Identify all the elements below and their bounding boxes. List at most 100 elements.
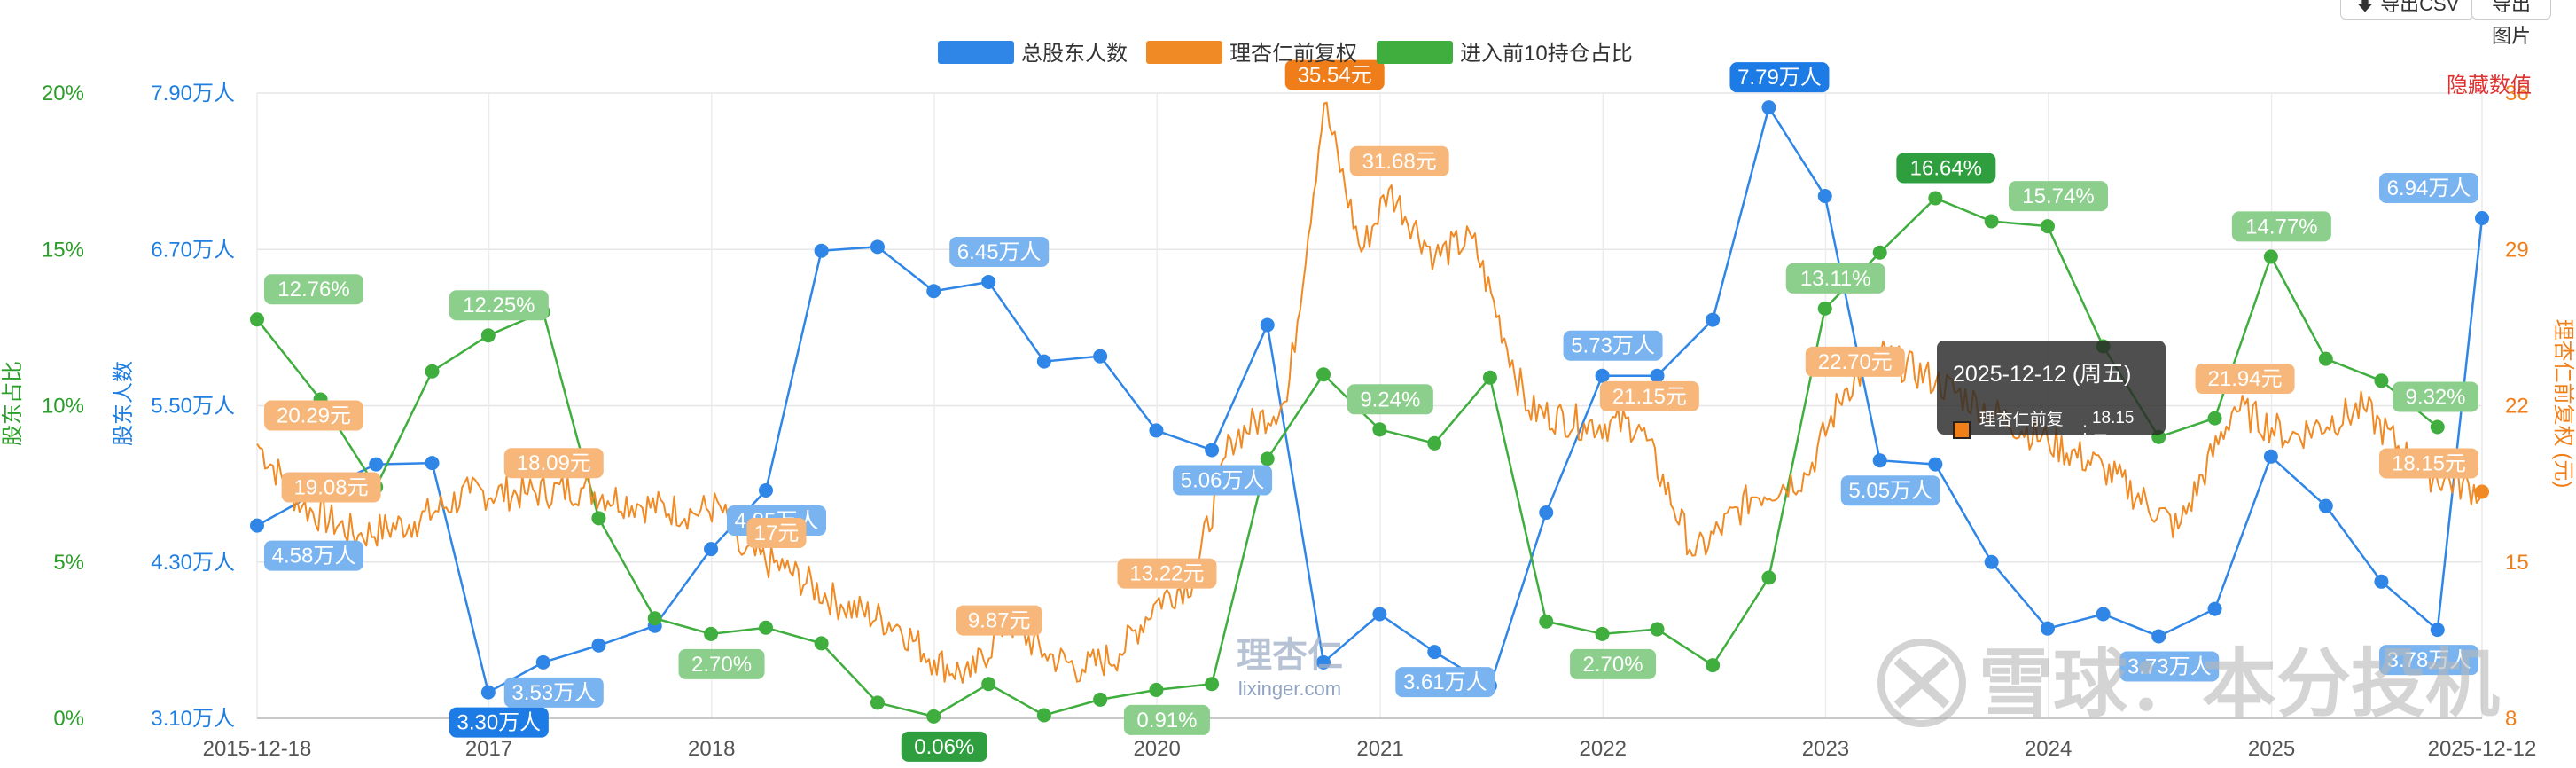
share-point bbox=[2207, 411, 2222, 426]
data-label-text: 21.15元 bbox=[1612, 385, 1687, 409]
hide-values-toggle[interactable]: 隐藏数值 bbox=[2447, 74, 2532, 98]
x-tick-label: 2023 bbox=[1802, 737, 1849, 761]
x-tick-label: 2015-12-18 bbox=[203, 737, 312, 761]
data-label-bg bbox=[1284, 59, 1385, 90]
legend-item[interactable]: 进入前10持仓占比 bbox=[1377, 41, 1633, 66]
data-label: 13.22元 bbox=[1117, 558, 1217, 589]
data-label: 35.54元 bbox=[1284, 59, 1385, 90]
platform-logo-mark bbox=[1893, 657, 1950, 709]
data-label-bg bbox=[503, 448, 604, 479]
data-label-text: 3.73万人 bbox=[2127, 654, 2212, 678]
share-point bbox=[1372, 422, 1387, 437]
holders-point bbox=[926, 284, 941, 299]
data-label-text: 5.06万人 bbox=[1181, 468, 1265, 492]
y-tick-share: 20% bbox=[42, 82, 84, 106]
x-tick-label: 2017 bbox=[465, 737, 512, 761]
data-label-text: 0.91% bbox=[1136, 709, 1197, 733]
share-point bbox=[758, 620, 773, 635]
data-label-bg bbox=[264, 540, 363, 571]
data-label-bg bbox=[949, 236, 1050, 267]
y-tick-share: 15% bbox=[42, 238, 84, 262]
share-point bbox=[2430, 419, 2445, 435]
holders-point bbox=[591, 638, 606, 653]
data-label: 3.61万人 bbox=[1395, 667, 1495, 698]
data-label-bg bbox=[2119, 651, 2220, 682]
data-label: 14.77% bbox=[2231, 211, 2331, 242]
y-tick-price: 36 bbox=[2505, 82, 2529, 106]
tooltip-swatch-icon bbox=[1953, 421, 1971, 439]
data-label: 20.29元 bbox=[264, 400, 363, 431]
y-tick-price: 8 bbox=[2505, 707, 2517, 731]
holders-point bbox=[1316, 654, 1331, 670]
data-label: 9.32% bbox=[2393, 381, 2478, 412]
data-label-bg bbox=[1349, 145, 1449, 176]
data-label-bg bbox=[1347, 384, 1433, 415]
price-end-point bbox=[2475, 484, 2489, 499]
tooltip-date: 2025-12-12 (周五) bbox=[1953, 362, 2132, 387]
data-label: 19.08元 bbox=[281, 472, 381, 503]
data-label-bg bbox=[2379, 173, 2478, 203]
data-label-text: 17元 bbox=[754, 521, 800, 545]
y-tick-share: 10% bbox=[42, 395, 84, 419]
data-label: 5.05万人 bbox=[1840, 475, 1940, 506]
share-point bbox=[647, 611, 662, 626]
data-label-layer: 4.58万人3.30万人3.53万人4.85万人6.45万人5.06万人3.61… bbox=[264, 59, 2478, 762]
holders-point bbox=[2430, 623, 2445, 638]
data-label-bg bbox=[1805, 346, 1905, 377]
y-tick-holders: 7.90万人 bbox=[151, 82, 235, 106]
holders-point bbox=[535, 654, 550, 670]
data-label-text: 14.77% bbox=[2245, 215, 2317, 239]
holders-point bbox=[2374, 574, 2389, 589]
share-point bbox=[1427, 435, 1442, 451]
tooltip-series-label: 理杏仁前复权 bbox=[1979, 411, 2064, 453]
holders-point bbox=[1149, 423, 1164, 438]
holders-point bbox=[1205, 443, 1220, 458]
data-label-text: 9.24% bbox=[1360, 388, 1420, 411]
chart-legend: 总股东人数 理杏仁前复权 进入前10持仓占比 bbox=[938, 41, 1633, 66]
y-axis-title-price: 理杏仁前复权 (元) bbox=[2551, 319, 2575, 489]
tooltip-row: 理杏仁前复权 : 18.15元 bbox=[1953, 406, 2150, 454]
holders-point bbox=[1650, 368, 1665, 383]
y-tick-holders: 4.30万人 bbox=[151, 551, 235, 575]
holders-point bbox=[1706, 312, 1721, 327]
legend-item[interactable]: 总股东人数 bbox=[938, 41, 1128, 66]
data-label-bg bbox=[746, 517, 807, 548]
data-label-bg bbox=[449, 290, 549, 321]
x-tick-label: 2021 bbox=[1356, 737, 1403, 761]
share-point bbox=[1928, 191, 1943, 206]
data-label: 3.78万人 bbox=[2379, 645, 2478, 676]
watermark-domain: lixinger.com bbox=[1238, 678, 1341, 700]
data-label-text: 13.11% bbox=[1800, 267, 1871, 291]
data-label-bg bbox=[2393, 381, 2478, 412]
legend-item[interactable]: 理杏仁前复权 bbox=[1146, 41, 1357, 66]
holders-point bbox=[1872, 453, 1887, 468]
data-label-text: 4.58万人 bbox=[272, 545, 356, 568]
data-label-bg bbox=[1395, 667, 1495, 698]
data-label-text: 15.74% bbox=[2022, 184, 2094, 208]
share-point bbox=[1761, 570, 1776, 585]
share-point bbox=[1539, 614, 1554, 629]
export-image-button[interactable]: 导出图片 bbox=[2471, 0, 2551, 47]
share-point bbox=[1817, 301, 1832, 316]
data-label-bg bbox=[2379, 448, 2478, 479]
holders-point bbox=[1817, 189, 1832, 204]
data-label-text: 3.78万人 bbox=[2387, 648, 2471, 672]
data-label-bg bbox=[264, 400, 363, 431]
share-point bbox=[926, 709, 941, 724]
share-point bbox=[1093, 692, 1108, 707]
share-point bbox=[2263, 249, 2278, 264]
export-csv-button[interactable]: ⬇ 导出CSV bbox=[2340, 0, 2475, 20]
data-label: 0.06% bbox=[901, 731, 987, 762]
legend-label: 总股东人数 bbox=[1021, 42, 1128, 66]
data-label-bg bbox=[1599, 380, 1699, 411]
data-label-bg bbox=[1729, 62, 1830, 93]
data-label: 15.74% bbox=[2008, 181, 2108, 212]
data-label: 3.73万人 bbox=[2119, 651, 2220, 682]
holders-point bbox=[1539, 505, 1554, 520]
y-tick-holders: 3.10万人 bbox=[151, 707, 235, 731]
share-point bbox=[1482, 370, 1497, 385]
holders-point bbox=[480, 685, 496, 700]
share-point bbox=[814, 636, 829, 651]
holders-point bbox=[1260, 317, 1275, 333]
data-label-text: 5.05万人 bbox=[1848, 479, 1932, 503]
